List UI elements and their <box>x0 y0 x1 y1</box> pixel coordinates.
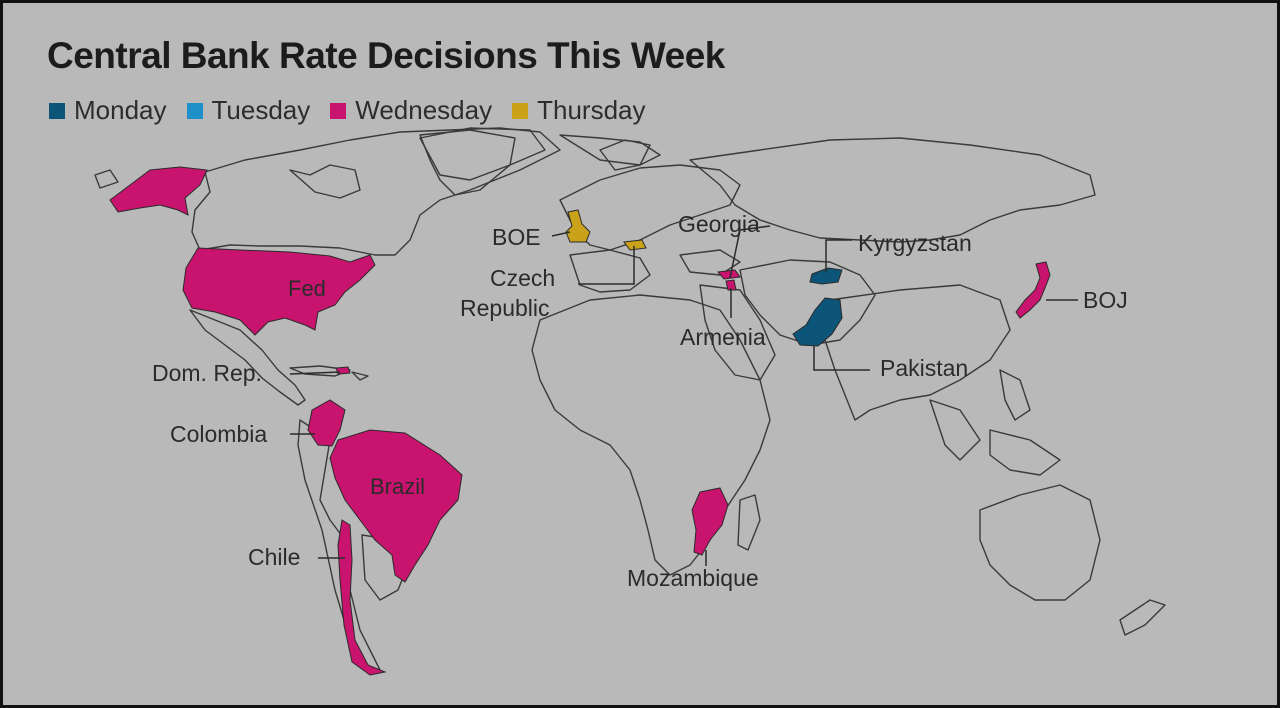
legend-label-thursday: Thursday <box>537 95 646 125</box>
label-czech-line2: Republic <box>460 295 550 321</box>
leader-dom-rep <box>289 371 341 375</box>
region-czech-republic[interactable] <box>623 239 647 251</box>
region-uk[interactable] <box>565 209 591 243</box>
region-chile[interactable] <box>337 519 387 676</box>
region-armenia[interactable] <box>725 279 737 291</box>
label-pakistan: Pakistan <box>880 355 968 381</box>
label-chile: Chile <box>248 544 300 570</box>
label-dom-rep: Dom. Rep. <box>152 360 262 386</box>
leader-lines <box>289 225 1078 566</box>
region-georgia[interactable] <box>717 269 741 280</box>
label-colombia: Colombia <box>170 421 267 447</box>
legend: Monday Tuesday Wednesday Thursday <box>49 95 666 126</box>
legend-swatch-tuesday <box>186 102 203 119</box>
region-colombia[interactable] <box>307 399 346 447</box>
map-frame: Central Bank Rate Decisions This Week Mo… <box>3 3 1277 705</box>
legend-item-wednesday: Wednesday <box>330 95 492 126</box>
label-czech-line1: Czech <box>490 265 555 291</box>
leader-pakistan <box>813 346 870 371</box>
land-outlines <box>94 127 1166 673</box>
label-armenia: Armenia <box>680 324 766 350</box>
legend-item-monday: Monday <box>49 95 167 126</box>
legend-label-monday: Monday <box>74 95 167 125</box>
map-labels: Fed Dom. Rep. Colombia Brazil Chile BOE … <box>152 211 1128 591</box>
region-japan[interactable] <box>1015 261 1051 319</box>
region-alaska[interactable] <box>109 166 208 216</box>
leader-boe <box>551 231 571 237</box>
region-dominican-republic[interactable] <box>335 366 351 375</box>
label-boe: BOE <box>492 224 541 250</box>
legend-item-tuesday: Tuesday <box>186 95 311 126</box>
legend-swatch-thursday <box>512 102 529 119</box>
label-brazil: Brazil <box>370 474 425 499</box>
label-boj: BOJ <box>1083 287 1128 313</box>
legend-label-wednesday: Wednesday <box>355 95 493 125</box>
region-pakistan[interactable] <box>792 297 843 347</box>
legend-swatch-wednesday <box>330 102 347 119</box>
map-title: Central Bank Rate Decisions This Week <box>47 35 725 76</box>
region-united-states[interactable] <box>182 247 376 336</box>
label-kyrgyzstan: Kyrgyzstan <box>858 230 972 256</box>
world-map: Fed Dom. Rep. Colombia Brazil Chile BOE … <box>94 127 1166 676</box>
legend-swatch-monday <box>49 102 65 119</box>
label-georgia: Georgia <box>678 211 760 237</box>
highlighted-regions <box>109 166 1051 676</box>
legend-label-tuesday: Tuesday <box>211 95 311 125</box>
legend-item-thursday: Thursday <box>512 95 646 126</box>
label-mozambique: Mozambique <box>627 565 759 591</box>
region-kyrgyzstan[interactable] <box>809 267 843 285</box>
label-fed: Fed <box>288 276 326 301</box>
region-brazil[interactable] <box>329 429 463 583</box>
leader-czech <box>578 246 635 285</box>
leader-kyrgyzstan <box>825 239 852 272</box>
region-mozambique[interactable] <box>691 487 729 556</box>
leader-georgia <box>729 225 771 279</box>
